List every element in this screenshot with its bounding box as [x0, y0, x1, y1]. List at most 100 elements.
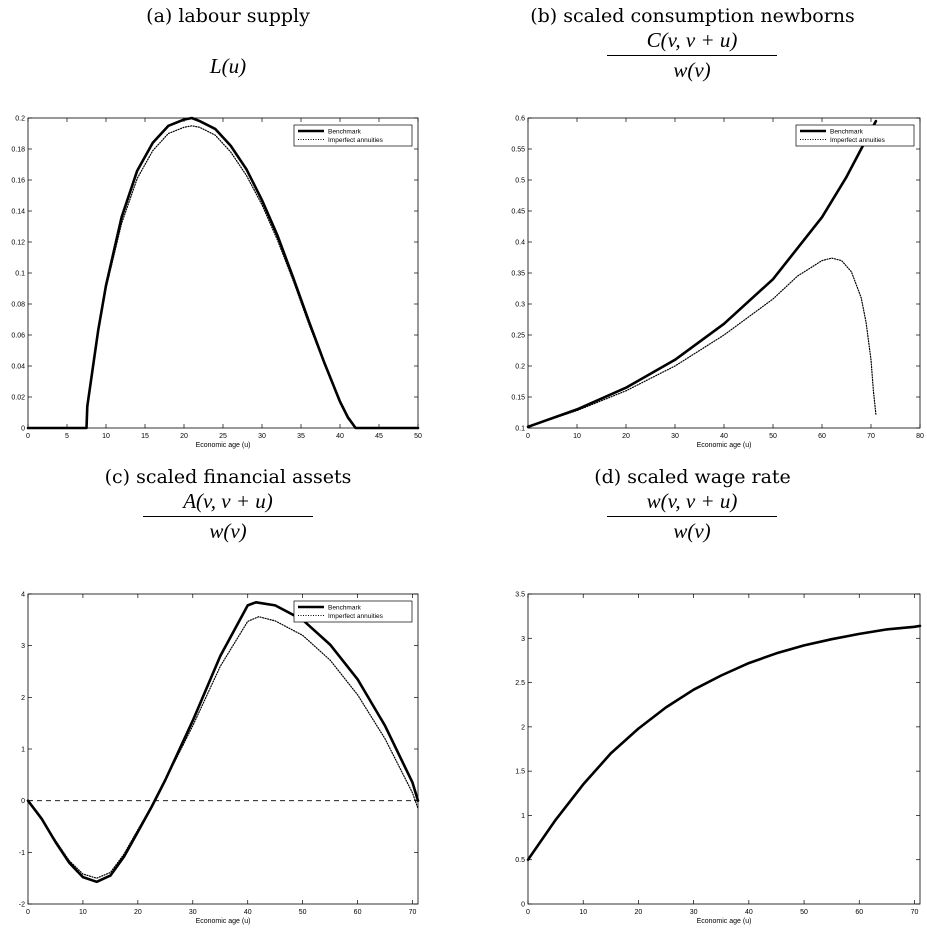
y-tick-label: 3: [21, 643, 25, 650]
x-tick-label: 40: [720, 433, 728, 440]
y-tick-label: 0.08: [11, 302, 25, 309]
panel-c-fraction-bar: [143, 516, 313, 517]
y-tick-label: -1: [19, 850, 25, 857]
y-tick-label: 0.02: [11, 395, 25, 402]
x-tick-label: 30: [189, 909, 197, 916]
x-tick-label: 20: [622, 433, 630, 440]
chart-a: 0 5 10 15 20 25 30 35 40 45 50 0 0.02 0.04 0.06 0.08 0.1…: [11, 116, 422, 450]
x-tick-label: 30: [258, 433, 266, 440]
panel-d-formula: w(v, v + u) w(v): [532, 489, 852, 544]
y-tick-label: 0.55: [511, 147, 525, 154]
series-line-imperfect-annuities: [27, 125, 419, 429]
x-axis-label: Economic age (u): [196, 442, 251, 449]
x-tick-label: 50: [414, 433, 422, 440]
x-axis-label: Economic age (u): [196, 918, 251, 925]
x-tick-label: 50: [299, 909, 307, 916]
panel-d-denominator: w(v): [673, 519, 711, 543]
x-tick-label: 40: [244, 909, 252, 916]
x-tick-label: 70: [867, 433, 875, 440]
y-tick-label: 0.6: [515, 116, 525, 123]
x-tick-label: 10: [79, 909, 87, 916]
x-tick-label: 0: [26, 909, 30, 916]
y-tick-label: 2: [521, 724, 525, 731]
x-tick-label: 15: [141, 433, 149, 440]
y-tick-label: 0.06: [11, 333, 25, 340]
y-tick-label: 3: [521, 636, 525, 643]
y-tick-label: 0.12: [11, 240, 25, 247]
y-tick-label: -2: [19, 902, 25, 909]
y-tick-label: 0.35: [511, 271, 525, 278]
panel-d-numerator: w(v, v + u): [646, 489, 738, 513]
legend-label: Imperfect annuities: [328, 613, 384, 620]
x-tick-label: 40: [745, 909, 753, 916]
plot-frame: [27, 117, 419, 429]
x-tick-label: 5: [65, 433, 69, 440]
panel-d-fraction-bar: [607, 516, 777, 517]
panel-a-formula: L(u): [209, 54, 247, 78]
x-tick-label: 80: [916, 433, 924, 440]
series-line-benchmark: [526, 624, 922, 862]
y-tick-label: 0.5: [515, 178, 525, 185]
x-axis-label: Economic age (u): [697, 442, 752, 449]
x-tick-label: 70: [409, 909, 417, 916]
x-tick-label: 40: [336, 433, 344, 440]
y-tick-label: 0.18: [11, 147, 25, 154]
x-tick-label: 30: [671, 433, 679, 440]
x-tick-label: 45: [375, 433, 383, 440]
y-tick-label: 0.25: [511, 333, 525, 340]
x-tick-label: 0: [526, 909, 530, 916]
y-tick-label: 2: [21, 695, 25, 702]
x-tick-label: 20: [635, 909, 643, 916]
y-tick-label: 0.4: [515, 240, 525, 247]
panel-d-title: (d) scaled wage rate: [594, 466, 791, 488]
series-line-imperfect-annuities: [27, 616, 419, 879]
chart-d: 0 10 20 30 40 50 60 70 0 0.5 1 1.5 2 2.5 3 3.5 Economic …: [515, 592, 922, 925]
x-tick-label: 10: [579, 909, 587, 916]
y-tick-label: 2.5: [515, 680, 525, 687]
x-tick-label: 10: [102, 433, 110, 440]
y-tick-label: 0.04: [11, 364, 25, 371]
plot-frame: [527, 593, 921, 905]
panel-b-denominator: w(v): [673, 58, 711, 82]
chart-b: 0 10 20 30 40 50 60 70 80 0.1 0.15 0.2 0.25 0.3 0.35 0.…: [511, 116, 924, 450]
panel-b-fraction-bar: [607, 55, 777, 56]
panel-b-numerator: C(v, v + u): [646, 28, 738, 52]
y-tick-label: 0.15: [511, 395, 525, 402]
panel-b-title: (b) scaled consumption newborns: [530, 5, 855, 27]
y-tick-label: 0.16: [11, 178, 25, 185]
y-tick-label: 0: [21, 798, 25, 805]
x-tick-label: 25: [219, 433, 227, 440]
series-line-benchmark: [526, 119, 878, 429]
legend-label: Benchmark: [328, 128, 362, 135]
y-tick-label: 0.2: [515, 364, 525, 371]
x-tick-label: 0: [26, 433, 30, 440]
y-tick-label: 0.5: [515, 857, 525, 864]
panel-c-formula: A(v, v + u) w(v): [68, 489, 388, 544]
x-tick-label: 20: [134, 909, 142, 916]
panel-c-numerator: A(v, v + u): [183, 489, 273, 513]
x-axis-label: Economic age (u): [697, 918, 752, 925]
series-line-imperfect-annuities: [527, 257, 877, 428]
x-tick-label: 60: [354, 909, 362, 916]
y-tick-label: 0.1: [15, 271, 25, 278]
x-tick-label: 60: [818, 433, 826, 440]
plot-frame: [527, 117, 921, 429]
x-tick-label: 20: [180, 433, 188, 440]
x-tick-label: 70: [911, 909, 919, 916]
y-tick-label: 0.2: [15, 116, 25, 123]
panel-c-title: (c) scaled financial assets: [104, 466, 352, 488]
legend-label: Benchmark: [830, 128, 864, 135]
y-tick-label: 0: [521, 902, 525, 909]
x-tick-label: 30: [690, 909, 698, 916]
y-tick-label: 3.5: [515, 592, 525, 599]
y-tick-label: 0: [21, 426, 25, 433]
y-tick-label: 4: [21, 592, 25, 599]
x-tick-label: 60: [855, 909, 863, 916]
y-tick-label: 1: [21, 747, 25, 754]
chart-c: 0 10 20 30 40 50 60 70 -2 -1 0 1 2 3 4 Economic age (u)…: [19, 592, 420, 925]
panel-b-formula: C(v, v + u) w(v): [532, 28, 852, 83]
x-tick-label: 50: [800, 909, 808, 916]
panel-c-denominator: w(v): [209, 519, 247, 543]
x-tick-label: 0: [526, 433, 530, 440]
y-tick-label: 0.1: [515, 426, 525, 433]
